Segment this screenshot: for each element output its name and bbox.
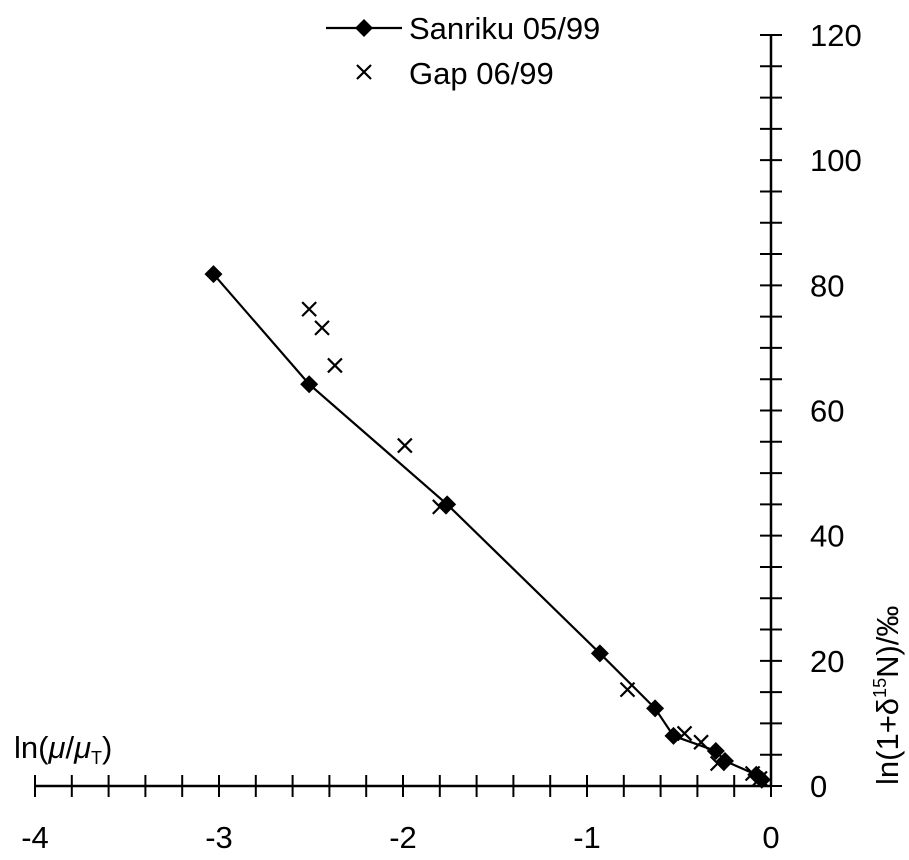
data-point-diamond [300,375,319,394]
y-axis-label: ln(1+δ15N)/‰ [870,606,905,785]
y-tick-label: 60 [810,394,844,429]
x-tick-label: -1 [573,820,601,855]
data-point-x [619,681,636,698]
data-point-x [301,301,317,317]
axes [35,35,773,788]
data-point-diamond [204,265,223,284]
legend-diamond-marker [355,19,373,37]
y-ticks [760,34,782,787]
series-0 [204,265,771,789]
y-tick-label: 80 [810,268,844,303]
x-tick-label: 0 [762,820,779,855]
data-point-diamond [646,699,665,718]
y-tick-label: 0 [810,769,827,804]
data-point-x [709,755,726,772]
y-tick-labels: 0 20 40 60 80 100 120 [810,18,862,804]
data-point-x [432,499,448,515]
data-point-x [676,725,693,742]
x-axis-label: ln(μ/μT) [14,730,112,768]
legend-label-sanriku: Sanriku 05/99 [409,11,600,46]
y-tick-label: 20 [810,644,844,679]
data-point-x [693,734,709,750]
series [204,265,771,789]
x-ticks [34,775,772,797]
y-tick-label: 40 [810,519,844,554]
y-tick-label: 100 [810,143,862,178]
series-1 [301,301,768,787]
data-point-x [744,765,761,782]
data-point-x [397,437,413,454]
legend-item-gap: Gap 06/99 [356,56,554,91]
x-tick-label: -3 [205,820,233,855]
data-point-x [327,357,343,374]
x-tick-label: -4 [21,820,49,855]
data-point-diamond [706,741,725,760]
x-tick-label: -2 [389,820,417,855]
legend-item-sanriku: Sanriku 05/99 [326,11,600,46]
legend-x-marker [356,64,372,80]
y-tick-label: 120 [810,18,862,53]
legend: Sanriku 05/99 Gap 06/99 [326,11,600,91]
data-point-x [314,320,330,336]
series-line [212,273,763,781]
data-point-diamond [590,644,609,663]
legend-label-gap: Gap 06/99 [409,56,554,91]
data-point-x [752,770,768,787]
x-tick-labels: -4 -3 -2 -1 0 [21,820,779,855]
